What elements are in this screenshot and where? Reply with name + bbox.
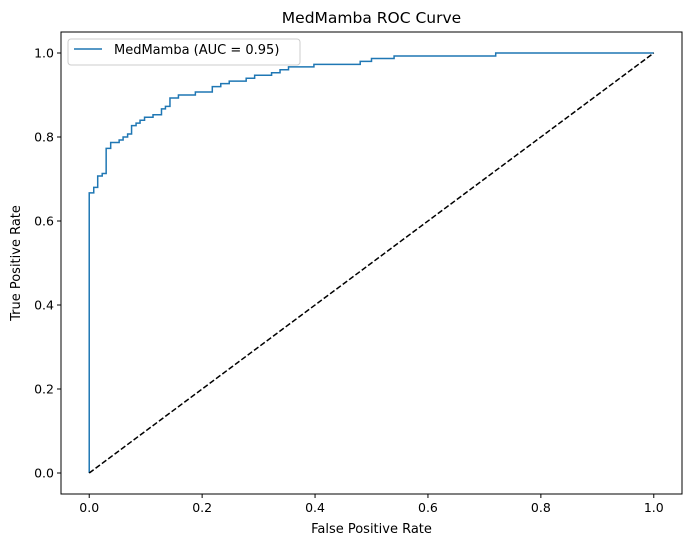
x-tick-label: 0.0: [79, 500, 99, 515]
x-tick-label: 0.8: [531, 500, 551, 515]
series-diagonal-reference-line: [88, 52, 655, 474]
axes-frame: [60, 31, 683, 495]
legend: MedMamba (AUC = 0.95): [67, 38, 301, 66]
y-tick-label: 0.4: [34, 298, 54, 313]
axis-ticks: 0.0 0.2 0.4 0.6 0.8 1.0 0.0 0.2 0.4 0.6 0.8 1.0: [34, 46, 664, 516]
x-axis-label: False Positive Rate: [311, 522, 432, 537]
x-tick-label: 1.0: [644, 500, 664, 515]
chart-title: MedMamba ROC Curve: [282, 9, 461, 27]
plot-area: [88, 52, 655, 474]
y-tick-label: 0.2: [34, 382, 54, 397]
y-tick-label: 0.6: [34, 214, 54, 229]
x-tick-label: 0.4: [305, 500, 325, 515]
y-tick-label: 1.0: [34, 46, 54, 61]
y-tick-label: 0.0: [34, 466, 54, 481]
y-axis-label: True Positive Rate: [9, 205, 24, 322]
x-tick-label: 0.6: [418, 500, 438, 515]
legend-box: [67, 38, 301, 66]
x-tick-label: 0.2: [192, 500, 212, 515]
y-tick-label: 0.8: [34, 130, 54, 145]
series-medmamba-roc-line: [88, 52, 654, 473]
legend-label-medmamba: MedMamba (AUC = 0.95): [114, 43, 279, 58]
